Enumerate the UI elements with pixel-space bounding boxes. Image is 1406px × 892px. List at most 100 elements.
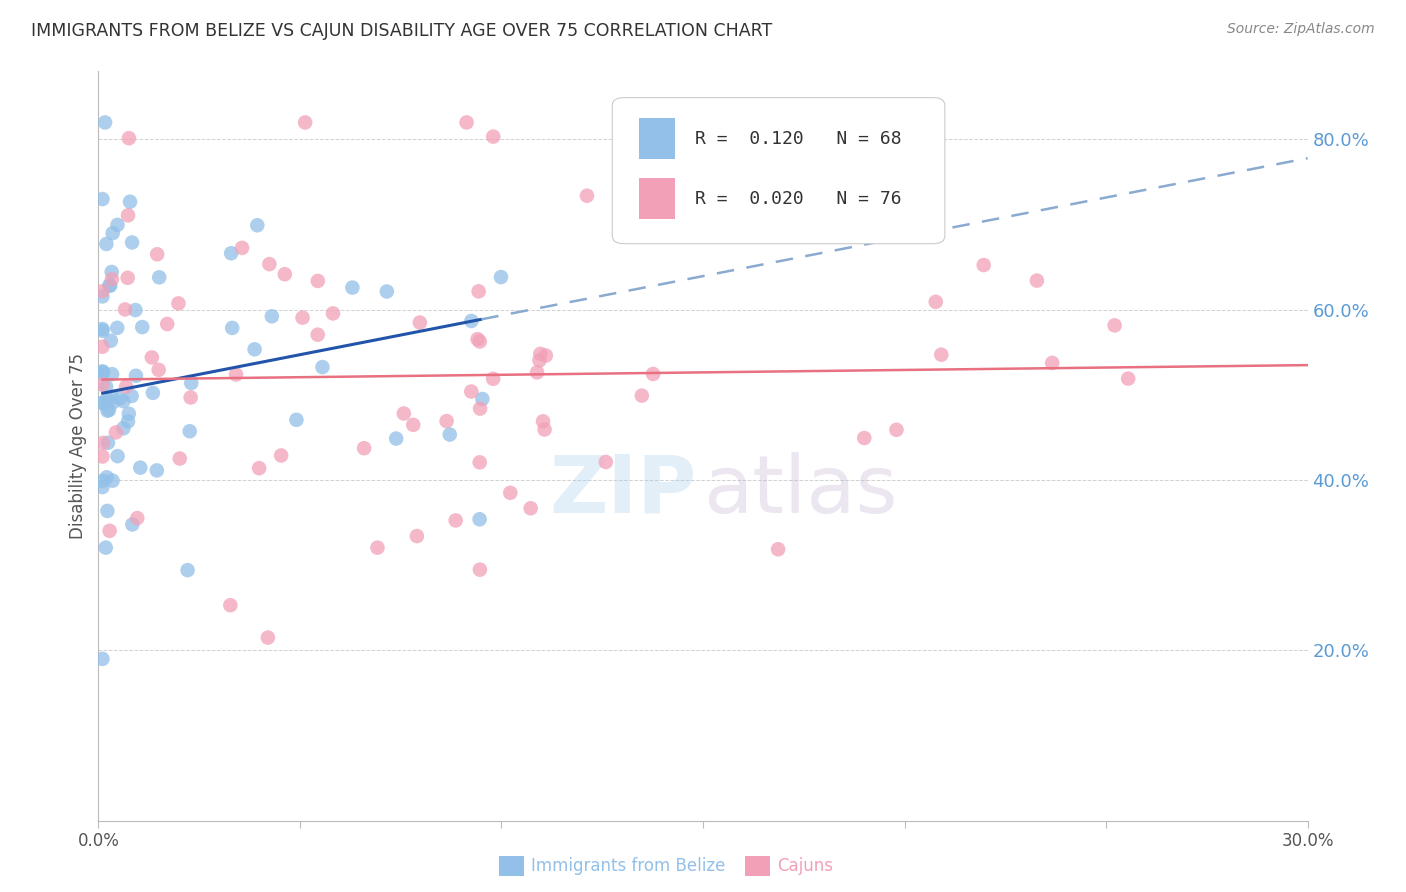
Point: [91, 474, 114, 488]
Point: [929, 348, 952, 362]
Text: ZIP: ZIP: [550, 452, 697, 530]
Point: [127, 511, 149, 525]
Point: [1025, 274, 1047, 288]
Point: [97, 435, 120, 450]
Point: [439, 427, 461, 442]
Point: [468, 401, 491, 416]
Point: [231, 241, 253, 255]
Point: [291, 310, 314, 325]
Point: [402, 417, 425, 432]
Text: Immigrants from Belize: Immigrants from Belize: [531, 857, 725, 875]
Point: [471, 392, 494, 406]
Point: [107, 218, 129, 232]
Point: [91, 367, 114, 381]
Point: [409, 316, 432, 330]
Point: [98, 524, 121, 538]
Point: [96, 470, 118, 484]
Point: [131, 320, 153, 334]
Point: [91, 324, 114, 338]
Point: [91, 396, 114, 410]
Point: [129, 460, 152, 475]
Point: [91, 377, 114, 392]
Point: [375, 285, 398, 299]
Point: [141, 351, 163, 365]
Point: [101, 474, 124, 488]
Point: [243, 343, 266, 357]
Point: [274, 267, 297, 281]
Point: [112, 421, 135, 435]
Point: [117, 270, 139, 285]
Point: [94, 379, 117, 393]
Point: [342, 280, 364, 294]
Point: [121, 235, 143, 250]
Point: [526, 365, 548, 379]
Point: [142, 385, 165, 400]
Point: [121, 389, 143, 403]
FancyBboxPatch shape: [613, 97, 945, 244]
Point: [468, 512, 491, 526]
Point: [112, 394, 135, 409]
Point: [619, 180, 641, 194]
Point: [117, 414, 139, 428]
Text: Source: ZipAtlas.com: Source: ZipAtlas.com: [1227, 22, 1375, 37]
Text: IMMIGRANTS FROM BELIZE VS CAJUN DISABILITY AGE OVER 75 CORRELATION CHART: IMMIGRANTS FROM BELIZE VS CAJUN DISABILI…: [31, 22, 772, 40]
Point: [91, 322, 114, 336]
Point: [595, 455, 617, 469]
Point: [832, 149, 855, 163]
Point: [114, 302, 136, 317]
Point: [125, 368, 148, 383]
Point: [104, 425, 127, 440]
Point: [886, 423, 908, 437]
FancyBboxPatch shape: [638, 119, 675, 160]
Point: [444, 513, 467, 527]
Point: [467, 285, 489, 299]
Point: [179, 424, 201, 438]
Point: [307, 274, 329, 288]
Point: [294, 115, 316, 129]
Point: [101, 272, 124, 286]
Point: [96, 237, 118, 252]
Point: [100, 265, 122, 279]
Point: [101, 395, 124, 409]
Point: [406, 529, 429, 543]
Point: [91, 480, 114, 494]
FancyBboxPatch shape: [638, 178, 675, 219]
Point: [219, 246, 242, 260]
Point: [219, 599, 242, 613]
Point: [176, 563, 198, 577]
Point: [482, 129, 505, 144]
Text: atlas: atlas: [703, 452, 897, 530]
Point: [91, 284, 114, 298]
Point: [489, 270, 512, 285]
Point: [96, 504, 118, 518]
Point: [146, 247, 169, 261]
Point: [467, 332, 489, 346]
Point: [180, 391, 202, 405]
Point: [96, 392, 118, 406]
Point: [366, 541, 388, 555]
Point: [285, 413, 308, 427]
Text: R =  0.020   N = 76: R = 0.020 N = 76: [695, 190, 901, 208]
Point: [533, 422, 555, 436]
Point: [766, 542, 789, 557]
Point: [91, 436, 114, 450]
Point: [91, 396, 114, 410]
Text: R =  0.120   N = 68: R = 0.120 N = 68: [695, 130, 901, 148]
Point: [118, 131, 141, 145]
Point: [531, 414, 554, 428]
Point: [311, 360, 333, 375]
Point: [167, 296, 190, 310]
Point: [91, 340, 114, 354]
Point: [91, 652, 114, 666]
Point: [322, 306, 344, 320]
Point: [456, 115, 478, 129]
Point: [519, 501, 541, 516]
Point: [630, 389, 652, 403]
Point: [146, 463, 169, 477]
Point: [460, 384, 482, 399]
Text: Cajuns: Cajuns: [778, 857, 834, 875]
Point: [575, 188, 598, 202]
Point: [97, 403, 120, 417]
Point: [529, 353, 551, 368]
Point: [247, 461, 270, 475]
